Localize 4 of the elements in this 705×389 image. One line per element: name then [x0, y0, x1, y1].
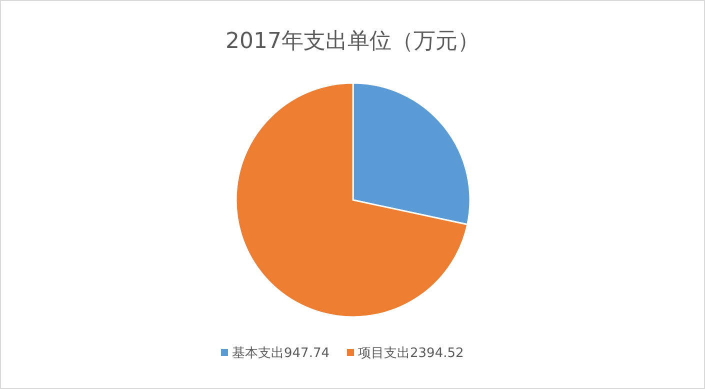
legend-label: 基本支出947.74 [232, 346, 330, 361]
legend-label: 项目支出2394.52 [358, 346, 464, 361]
pie-slice [235, 82, 468, 318]
chart-title: 2017年支出单位（万元） [226, 29, 480, 54]
